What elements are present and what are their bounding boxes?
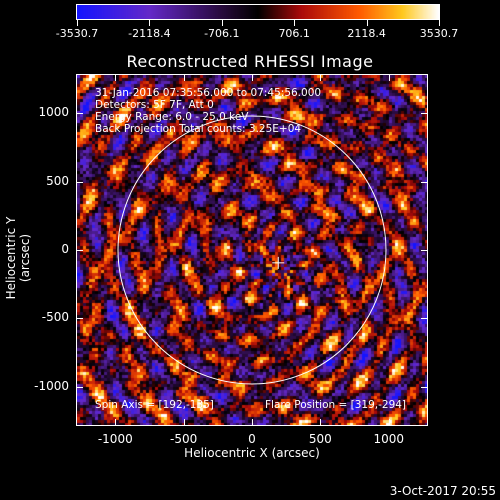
y-tick-label: -500 xyxy=(41,310,69,325)
x-tick-label: -500 xyxy=(170,432,198,446)
colorbar-tick xyxy=(149,20,151,26)
colorbar-tick-label: -2118.4 xyxy=(128,27,171,40)
y-tick xyxy=(77,386,83,388)
y-tick xyxy=(77,113,83,115)
colorbar xyxy=(76,4,440,20)
x-tick xyxy=(183,419,185,425)
y-tick xyxy=(421,386,427,388)
x-tick-label: 1000 xyxy=(373,432,404,446)
colorbar-tick-label: -706.1 xyxy=(204,27,240,40)
y-tick-label: -1000 xyxy=(34,378,69,393)
y-tick-label: 0 xyxy=(61,242,69,256)
x-tick-label: -1000 xyxy=(97,432,133,446)
y-tick xyxy=(421,181,427,183)
x-tick xyxy=(115,75,117,81)
info-flare-position: Flare Position = [319,-294] xyxy=(265,399,407,411)
timestamp: 3-Oct-2017 20:55 xyxy=(389,484,496,498)
info-method: Back Projection Total counts: 3.25E+04 xyxy=(95,123,302,135)
x-tick-label: 500 xyxy=(308,432,332,446)
colorbar-tick xyxy=(366,20,368,26)
colorbar-tick xyxy=(77,20,78,26)
y-tick xyxy=(421,250,427,251)
info-spin-axis: Spin Axis = [192,-135] xyxy=(95,399,214,411)
plot-title: Reconstructed RHESSI Image xyxy=(126,52,374,71)
y-tick-label: 1000 xyxy=(38,105,69,120)
y-tick xyxy=(77,318,83,320)
info-detectors: Detectors: 5F 7F, Att 0 xyxy=(95,99,214,111)
y-tick xyxy=(77,181,83,183)
y-tick xyxy=(421,113,427,115)
x-tick xyxy=(388,75,390,81)
plot-overlay xyxy=(117,115,387,385)
colorbar-tick xyxy=(294,20,296,26)
rhessi-image xyxy=(77,75,427,425)
x-tick-label: 0 xyxy=(248,432,256,446)
x-tick xyxy=(252,419,253,425)
x-tick xyxy=(252,75,253,81)
colorbar-tick-label: 2118.4 xyxy=(347,27,386,40)
y-tick xyxy=(77,250,83,251)
info-energy: Energy Range: 6.0 - 25.0 keV xyxy=(95,111,249,123)
colorbar-tick-label: 706.1 xyxy=(278,27,310,40)
colorbar-tick-label: 3530.7 xyxy=(419,27,459,40)
y-tick xyxy=(421,318,427,320)
x-tick xyxy=(320,419,322,425)
x-tick xyxy=(183,75,185,81)
x-tick xyxy=(388,419,390,425)
x-tick xyxy=(320,75,322,81)
solar-limb-circle xyxy=(117,115,387,385)
flare-position-marker xyxy=(272,256,285,269)
info-time: 31-Jan-2016 07:35:56.000 to 07:45:56.000 xyxy=(95,87,322,99)
colorbar-tick xyxy=(439,20,440,26)
colorbar-tick xyxy=(221,20,223,26)
y-tick-label: 500 xyxy=(46,173,69,188)
colorbar-tick-label: -3530.7 xyxy=(55,27,99,40)
plot-area: 31-Jan-2016 07:35:56.000 to 07:45:56.000… xyxy=(76,74,428,426)
x-tick xyxy=(115,419,117,425)
x-axis-label: Heliocentric X (arcsec) xyxy=(184,446,320,460)
y-axis-label: Heliocentric Y (arcsec) xyxy=(4,216,32,300)
